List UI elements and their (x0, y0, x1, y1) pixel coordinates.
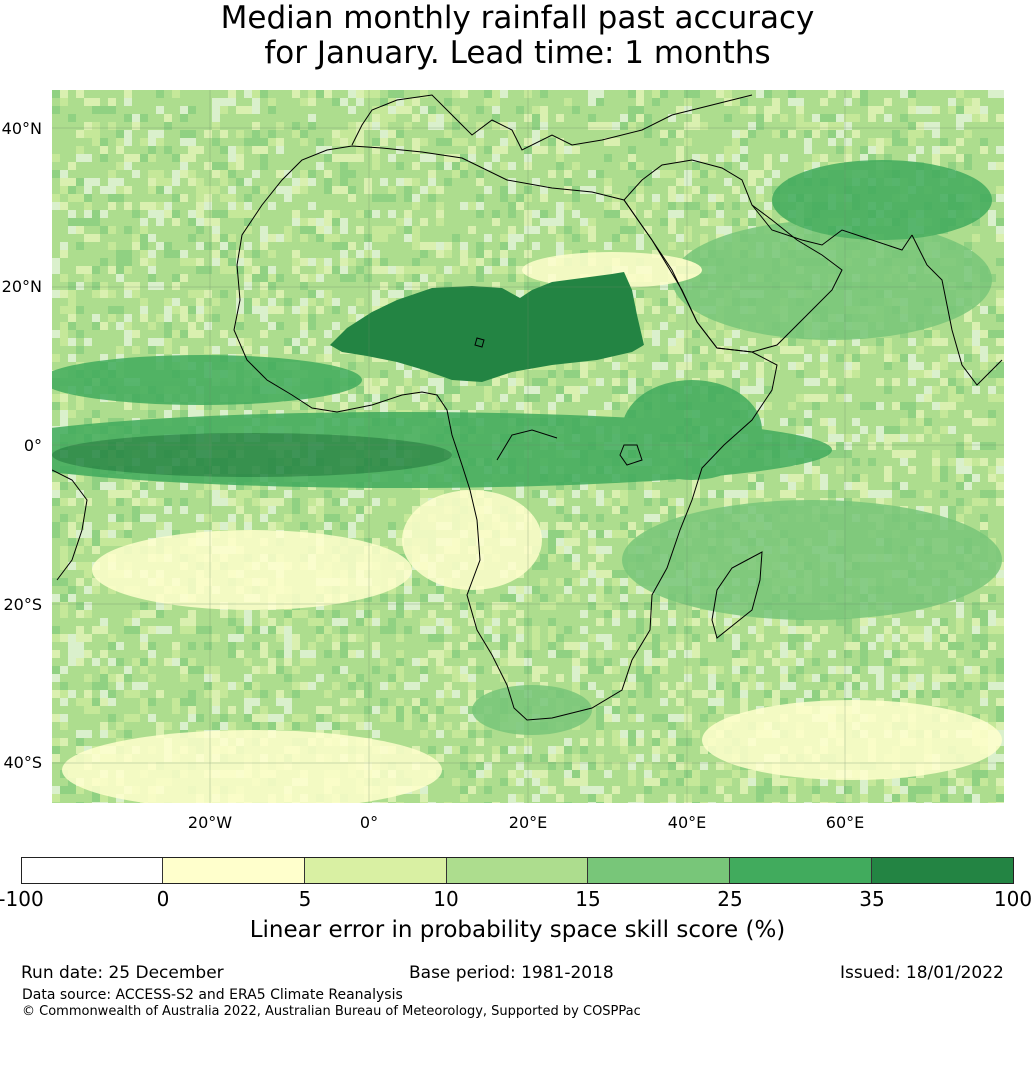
lon-label-40e: 40°E (667, 813, 707, 832)
colorbar-segment (162, 857, 305, 884)
map-gridlines (52, 90, 1004, 803)
madagascar-coastline (711, 551, 763, 639)
congo-river (496, 429, 558, 461)
base-period: Base period: 1981-2018 (409, 963, 614, 983)
lake-chad (474, 337, 485, 348)
colorbar-segment (730, 857, 873, 884)
colorbar-tick: 5 (298, 887, 312, 911)
lon-label-60e: 60°E (825, 813, 865, 832)
colorbar-tick: 0 (156, 887, 170, 911)
lat-label-20n: 20°N (1, 277, 42, 296)
chart-title-line-2: for January. Lead time: 1 months (264, 35, 771, 71)
colorbar-segment (446, 857, 589, 884)
arabian-peninsula-coastline (623, 159, 843, 353)
sahel-high-skill-region (330, 272, 644, 382)
coastlines (52, 94, 1003, 721)
lat-label-20s: 20°S (3, 595, 42, 614)
colorbar (21, 857, 1014, 884)
chart-title-line-1: Median monthly rainfall past accuracy (220, 0, 815, 36)
issued-date: Issued: 18/01/2022 (840, 963, 1004, 983)
colorbar-segment (588, 857, 731, 884)
south-america-coastline (52, 469, 88, 581)
colorbar-tick: 35 (859, 887, 885, 911)
lon-label-20e: 20°E (508, 813, 548, 832)
colorbar-tick: 15 (575, 887, 601, 911)
colorbar-tick: 100 (993, 887, 1033, 911)
lat-label-0: 0° (23, 436, 42, 455)
colorbar-tick: -100 (0, 887, 44, 911)
colorbar-border (21, 857, 1014, 884)
colorbar-segment (304, 857, 447, 884)
lake-victoria (619, 444, 643, 466)
lon-label-0: 0° (359, 813, 379, 832)
persian-gulf-coastline (751, 204, 913, 251)
skill-score-map (52, 90, 1004, 803)
colorbar-tick: 10 (433, 887, 459, 911)
india-coastline (911, 234, 1003, 386)
lat-label-40s: 40°S (3, 753, 42, 772)
run-date: Run date: 25 December (21, 963, 224, 983)
colorbar-label: Linear error in probability space skill … (249, 917, 786, 943)
colorbar-tick: 25 (717, 887, 743, 911)
colorbar-segment (21, 857, 163, 884)
europe-coastline (351, 94, 753, 151)
data-source: Data source: ACCESS-S2 and ERA5 Climate … (22, 987, 403, 1003)
copyright: © Commonwealth of Australia 2022, Austra… (22, 1004, 641, 1019)
lon-label-20w: 20°W (187, 813, 233, 832)
colorbar-segment (872, 857, 1014, 884)
lat-label-40n: 40°N (1, 119, 42, 138)
